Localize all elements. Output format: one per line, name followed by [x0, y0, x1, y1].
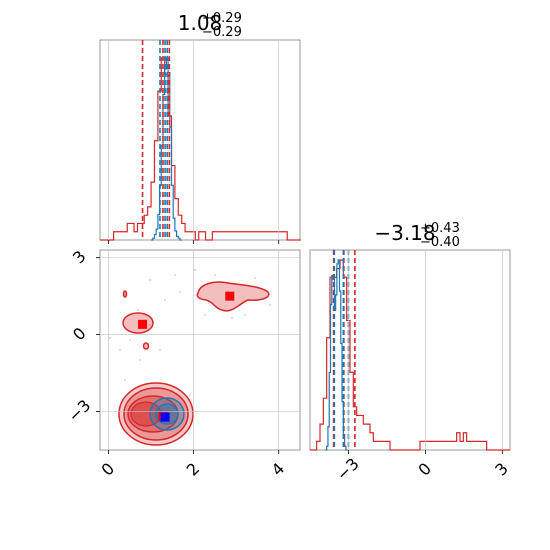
hist-x1-blue [151, 57, 182, 241]
title-x1-plus: +0.29 [202, 11, 242, 26]
tick-label-x1-0: 0 [97, 459, 118, 480]
tick-label-x2-left-2: 3 [69, 247, 90, 268]
title-x1: 1.08 [178, 11, 223, 35]
tick-label-x2-left-0: −3 [64, 396, 94, 426]
panel-joint [99, 249, 301, 451]
mode-marker-3 [160, 412, 170, 422]
tick-label-x1-1: 2 [183, 459, 204, 480]
mode-marker-1 [225, 291, 235, 301]
tick-label-x2-bottom-0: −3 [333, 454, 363, 484]
mode-marker-0 [138, 319, 148, 329]
title-x2-plus: +0.43 [420, 221, 460, 236]
tick-label-x2-bottom-1: 0 [414, 459, 435, 480]
title-x1-minus: −0.29 [202, 25, 242, 40]
tick-label-x1-2: 4 [268, 459, 289, 480]
title-x2-minus: −0.40 [420, 235, 460, 250]
title-x2: −3.18 [374, 221, 435, 245]
tick-label-x2-bottom-2: 3 [491, 459, 512, 480]
joint-scatter-points [109, 269, 271, 396]
hist-x1-red [100, 57, 301, 241]
panel-x1-hist [99, 39, 301, 241]
tick-label-x2-left-1: 0 [69, 324, 90, 345]
panel-x2-hist [309, 249, 511, 451]
grid-lines [100, 40, 503, 450]
